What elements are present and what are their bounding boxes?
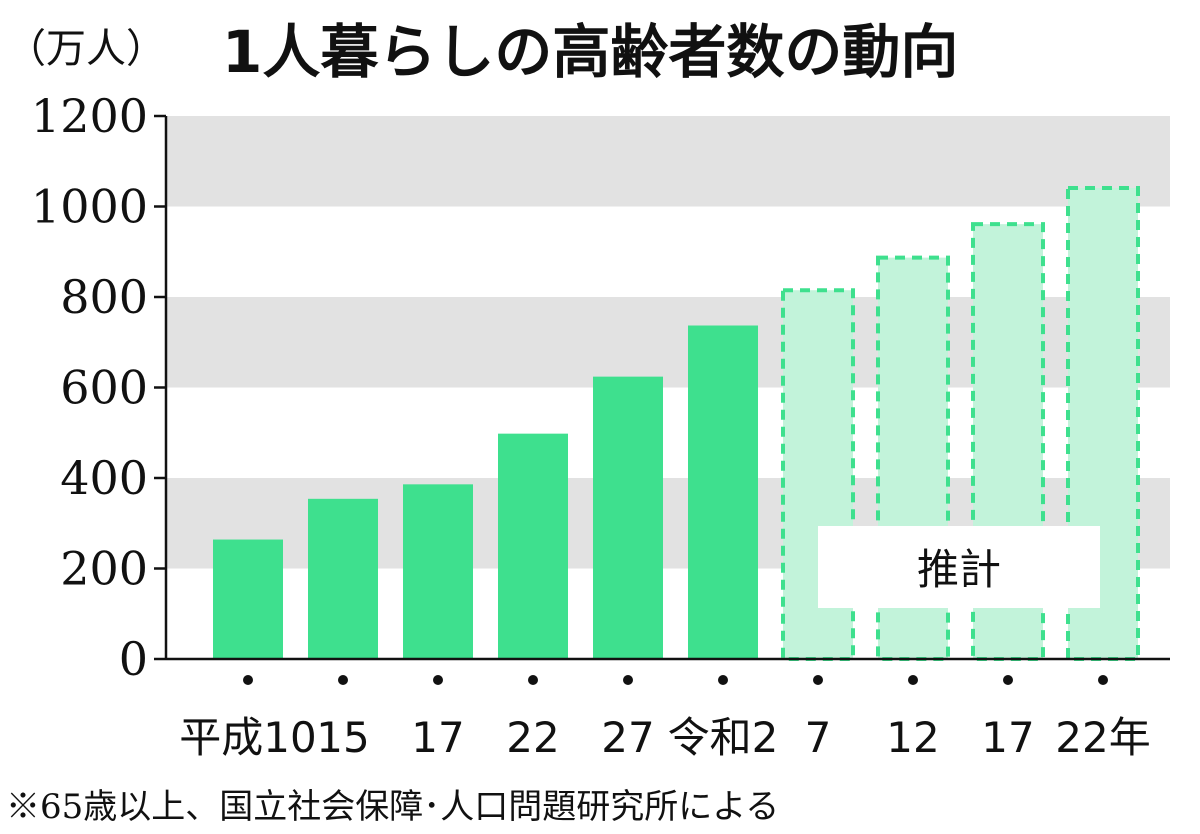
- y-tick-label: 800: [60, 270, 148, 324]
- x-tick-label: 17: [981, 713, 1034, 762]
- x-tick-label: 令和2: [668, 713, 779, 762]
- x-tick-label: 7: [805, 713, 832, 762]
- x-tick-dot: [528, 675, 538, 685]
- unit-label: （万人）: [6, 26, 166, 72]
- y-tick-label: 0: [119, 632, 148, 686]
- footnote: ※65歳以上、国立社会保障･人口問題研究所による: [6, 787, 779, 827]
- projection-label: 推計: [917, 545, 1001, 594]
- projection-label-bg: [818, 526, 1100, 608]
- bar: [593, 376, 663, 659]
- x-tick-label: 22年: [1055, 713, 1150, 762]
- x-tick-dot: [813, 675, 823, 685]
- y-tick-label: 600: [60, 361, 148, 415]
- x-tick-dot: [338, 675, 348, 685]
- chart-title: 1人暮らしの高齢者数の動向: [222, 18, 958, 86]
- bar: [213, 539, 283, 659]
- x-tick-dot: [1098, 675, 1108, 685]
- projection-box: 推計: [818, 526, 1100, 608]
- x-tick-label: 17: [411, 713, 464, 762]
- bar: [498, 433, 568, 659]
- x-tick-label: 22: [506, 713, 559, 762]
- x-tick-dot: [433, 675, 443, 685]
- bar: [688, 325, 758, 659]
- x-tick-dot: [243, 675, 253, 685]
- y-tick-label: 1200: [31, 89, 148, 143]
- grid-band: [166, 116, 1170, 207]
- x-tick-label: 平成10: [179, 713, 316, 762]
- x-tick-label: 27: [601, 713, 654, 762]
- y-tick-label: 400: [60, 451, 148, 505]
- x-axis: 平成10 15 17 22 27 令和2 7 12 17 22年: [166, 657, 1170, 762]
- y-tick-label: 1000: [31, 180, 148, 234]
- x-tick-dot: [1003, 675, 1013, 685]
- bar: [403, 484, 473, 659]
- x-tick-label: 12: [886, 713, 939, 762]
- y-axis: 0 200 400 600 800 1000 1200: [31, 89, 168, 686]
- x-tick-dot: [908, 675, 918, 685]
- x-tick-dot: [718, 675, 728, 685]
- bar: [308, 498, 378, 659]
- y-tick-label: 200: [60, 542, 148, 596]
- x-tick-label: 15: [316, 713, 369, 762]
- x-tick-dot: [623, 675, 633, 685]
